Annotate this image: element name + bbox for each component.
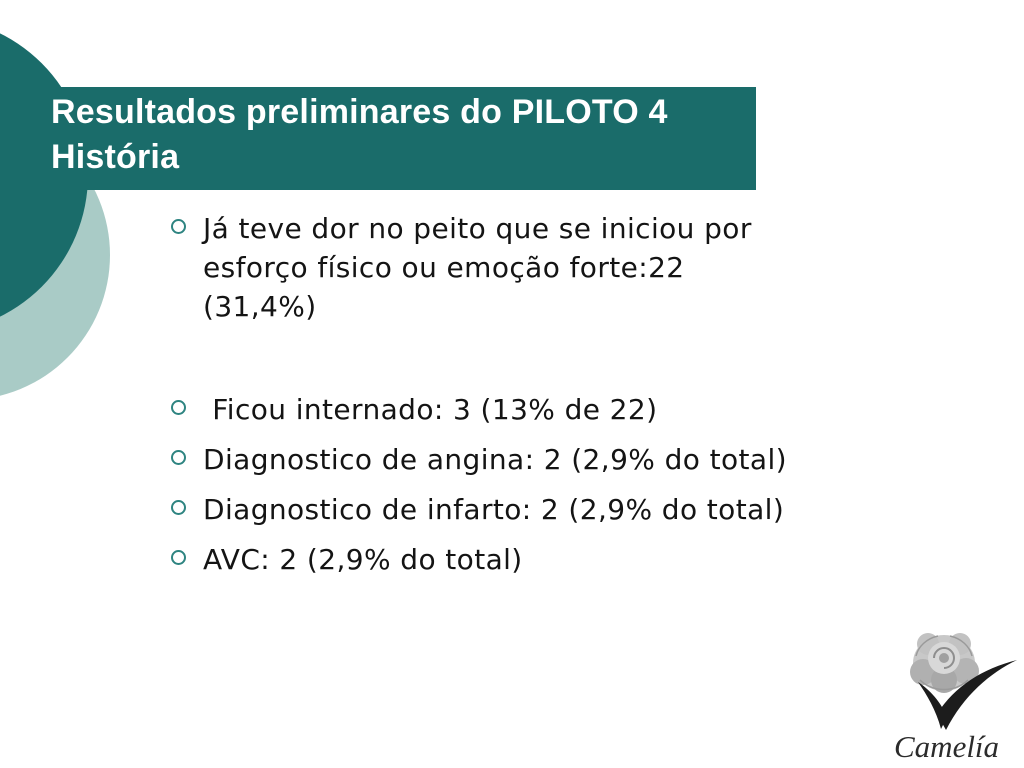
bullet-circle-icon xyxy=(171,550,186,565)
bullet-list: Já teve dor no peito que se iniciou por … xyxy=(170,209,1010,590)
checkmark-icon xyxy=(918,660,1017,730)
logo-brand-text: Camelía xyxy=(894,729,999,764)
bullet-line: esforço físico ou emoção forte:22 xyxy=(203,251,685,284)
camelia-logo: Camelía xyxy=(894,633,1017,764)
bullet-line: (31,4%) xyxy=(203,290,317,323)
bullet-line: Diagnostico de angina: 2 (2,9% do total) xyxy=(203,443,787,476)
bullet-item: AVC: 2 (2,9% do total) xyxy=(170,540,1010,579)
bullet-circle-icon xyxy=(171,219,186,234)
rose-icon xyxy=(910,633,979,693)
bullet-line: Ficou internado: 3 (13% de 22) xyxy=(203,393,658,426)
bullet-circle-icon xyxy=(171,450,186,465)
slide-title-line1: Resultados preliminares do PILOTO 4 xyxy=(51,93,668,131)
bullet-item: Ficou internado: 3 (13% de 22) xyxy=(170,390,1010,429)
bullet-item: Já teve dor no peito que se iniciou por … xyxy=(170,209,1010,326)
bullet-circle-icon xyxy=(171,400,186,415)
bullet-circle-icon xyxy=(171,500,186,515)
slide-title-line2: História xyxy=(51,138,180,176)
bullet-line: AVC: 2 (2,9% do total) xyxy=(203,543,523,576)
bullet-line: Já teve dor no peito que se iniciou por xyxy=(203,212,752,245)
bullet-item: Diagnostico de infarto: 2 (2,9% do total… xyxy=(170,490,1010,529)
bullet-line: Diagnostico de infarto: 2 (2,9% do total… xyxy=(203,493,785,526)
corner-decoration xyxy=(0,33,110,396)
title-banner: Resultados preliminares do PILOTO 4 Hist… xyxy=(45,87,756,190)
bullet-item: Diagnostico de angina: 2 (2,9% do total) xyxy=(170,440,1010,479)
